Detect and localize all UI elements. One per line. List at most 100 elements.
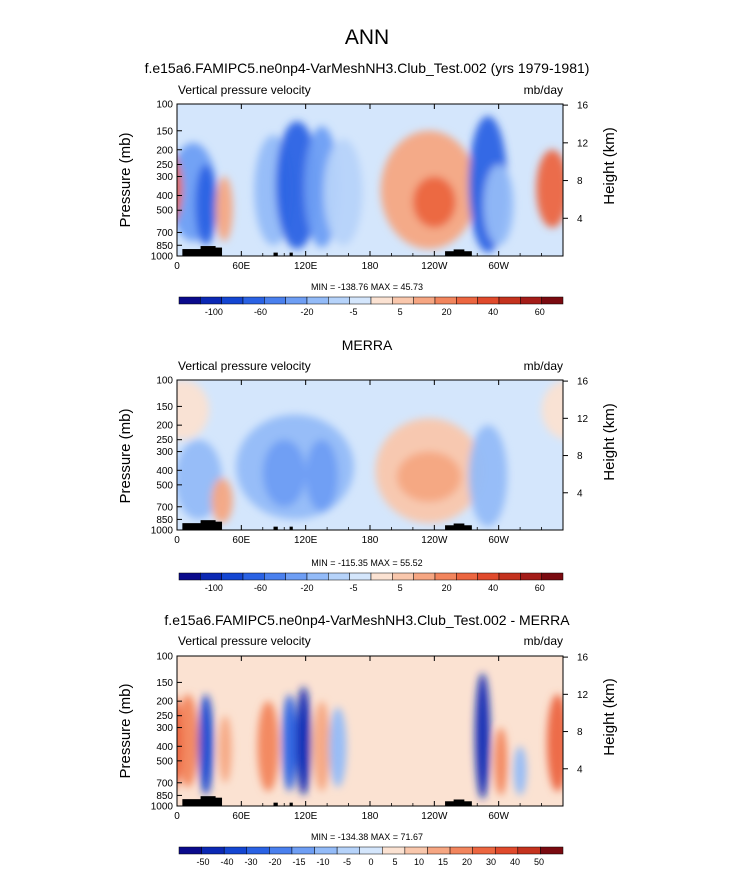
topography-layer [182,246,472,256]
colorbar-swatch [370,572,393,581]
colorbar-label: 20 [442,307,452,317]
colorbar-swatch [223,846,248,855]
colorbar-swatch [370,296,393,305]
figure-title: ANN [345,26,389,49]
field-feature [282,694,298,792]
y-tick-label: 150 [156,126,173,137]
colorbar-swatch [392,296,414,305]
y-tick-label: 400 [156,466,173,477]
y-tick-label: 300 [156,723,173,734]
y-tick-label: 850 [156,791,173,802]
field-feature [536,149,563,228]
topography-block [207,521,223,530]
colorbar-swatch [498,572,521,581]
y-tick-label: 300 [156,447,173,458]
colorbar-swatch [359,846,383,855]
field-feature [215,176,233,242]
field-feature [546,694,563,792]
colorbar-swatch [221,296,244,305]
x-tick-label: 180 [362,811,379,822]
y-right-tick-label: 12 [577,690,589,701]
y-axis-label: Pressure (mb) [117,132,134,227]
y-tick-label: 150 [156,402,173,413]
colorbar-swatch [221,572,244,581]
field-layer [177,116,563,253]
colorbar-swatch [456,572,478,581]
field-feature [177,159,183,218]
colorbar-swatch [541,296,564,305]
colorbar-label: -5 [350,583,358,593]
field-feature [475,673,491,800]
colorbar-label: -20 [300,307,313,317]
field-feature [305,439,338,512]
field-feature [195,164,217,246]
colorbar-swatch [392,572,414,581]
panel-left-label: Vertical pressure velocity [178,359,311,373]
y-tick-label: 150 [156,678,173,689]
y-right-tick-label: 16 [577,377,589,388]
field-feature [198,694,214,796]
colorbar-label: -50 [196,857,209,867]
field-feature [177,694,199,788]
x-tick-label: 120E [294,261,318,272]
y-tick-label: 500 [156,206,173,217]
colorbar-label: 0 [368,857,373,867]
y-right-tick-label: 8 [577,451,583,462]
colorbar-swatch [285,296,308,305]
panel-units-label: mb/day [524,359,563,373]
colorbar-swatch [264,572,286,581]
colorbar-label: -5 [343,857,351,867]
colorbar-label: -30 [244,857,257,867]
colorbar-label: -60 [254,307,267,317]
panel-difference: f.e15a6.FAMIPC5.ne0np4-VarMeshNH3.Club_T… [117,612,618,867]
x-tick-label: 120E [294,535,318,546]
colorbar-swatch [178,846,202,855]
topography-block [207,247,223,256]
colorbar-swatch [540,846,564,855]
colorbar: -50 -40 -30 -20 -15 -10 -5 0 5 10 15 20 30 40 50 [178,846,564,867]
colorbar-swatch [306,572,329,581]
y-tick-label: 250 [156,160,173,171]
panel-left-label: Vertical pressure velocity [178,634,311,648]
colorbar-label: -100 [205,307,223,317]
y-tick-label: 700 [156,228,173,239]
colorbar-swatch [349,572,372,581]
y-tick-label: 850 [156,515,173,526]
y-tick-label: 250 [156,435,173,446]
x-tick-label: 120E [294,811,318,822]
y-tick-label: 200 [156,421,173,432]
colorbar-swatch [242,572,265,581]
y-axis-label: Pressure (mb) [117,408,134,503]
y-right-tick-label: 4 [577,764,583,775]
y-tick-label: 250 [156,711,173,722]
x-tick-label: 60W [488,261,509,272]
topography-block [207,797,223,806]
colorbar-label: 40 [488,583,498,593]
colorbar-label: -40 [220,857,233,867]
colorbar-swatch [200,296,222,305]
y-tick-label: 700 [156,502,173,513]
field-layer [177,673,563,800]
colorbar-label: -60 [254,583,267,593]
colorbar-label: 20 [462,857,472,867]
topography-block [453,523,465,530]
x-tick-label: 180 [362,535,379,546]
colorbar-swatch [328,296,350,305]
topography-block [273,526,278,530]
colorbar-label: 60 [535,583,545,593]
colorbar-swatch [264,296,286,305]
field-feature [211,477,233,524]
field-feature [257,701,279,792]
x-tick-label: 0 [174,535,180,546]
field-feature [177,439,223,520]
field-feature [468,425,508,527]
colorbar-label: 30 [486,857,496,867]
colorbar-label: 40 [488,307,498,317]
colorbar-swatch [314,846,338,855]
colorbar-swatch [269,846,293,855]
field-feature [323,139,363,246]
field-feature [483,164,514,246]
topography-block [182,799,210,806]
min-max-stats: MIN = -138.76 MAX = 45.73 [311,282,423,292]
